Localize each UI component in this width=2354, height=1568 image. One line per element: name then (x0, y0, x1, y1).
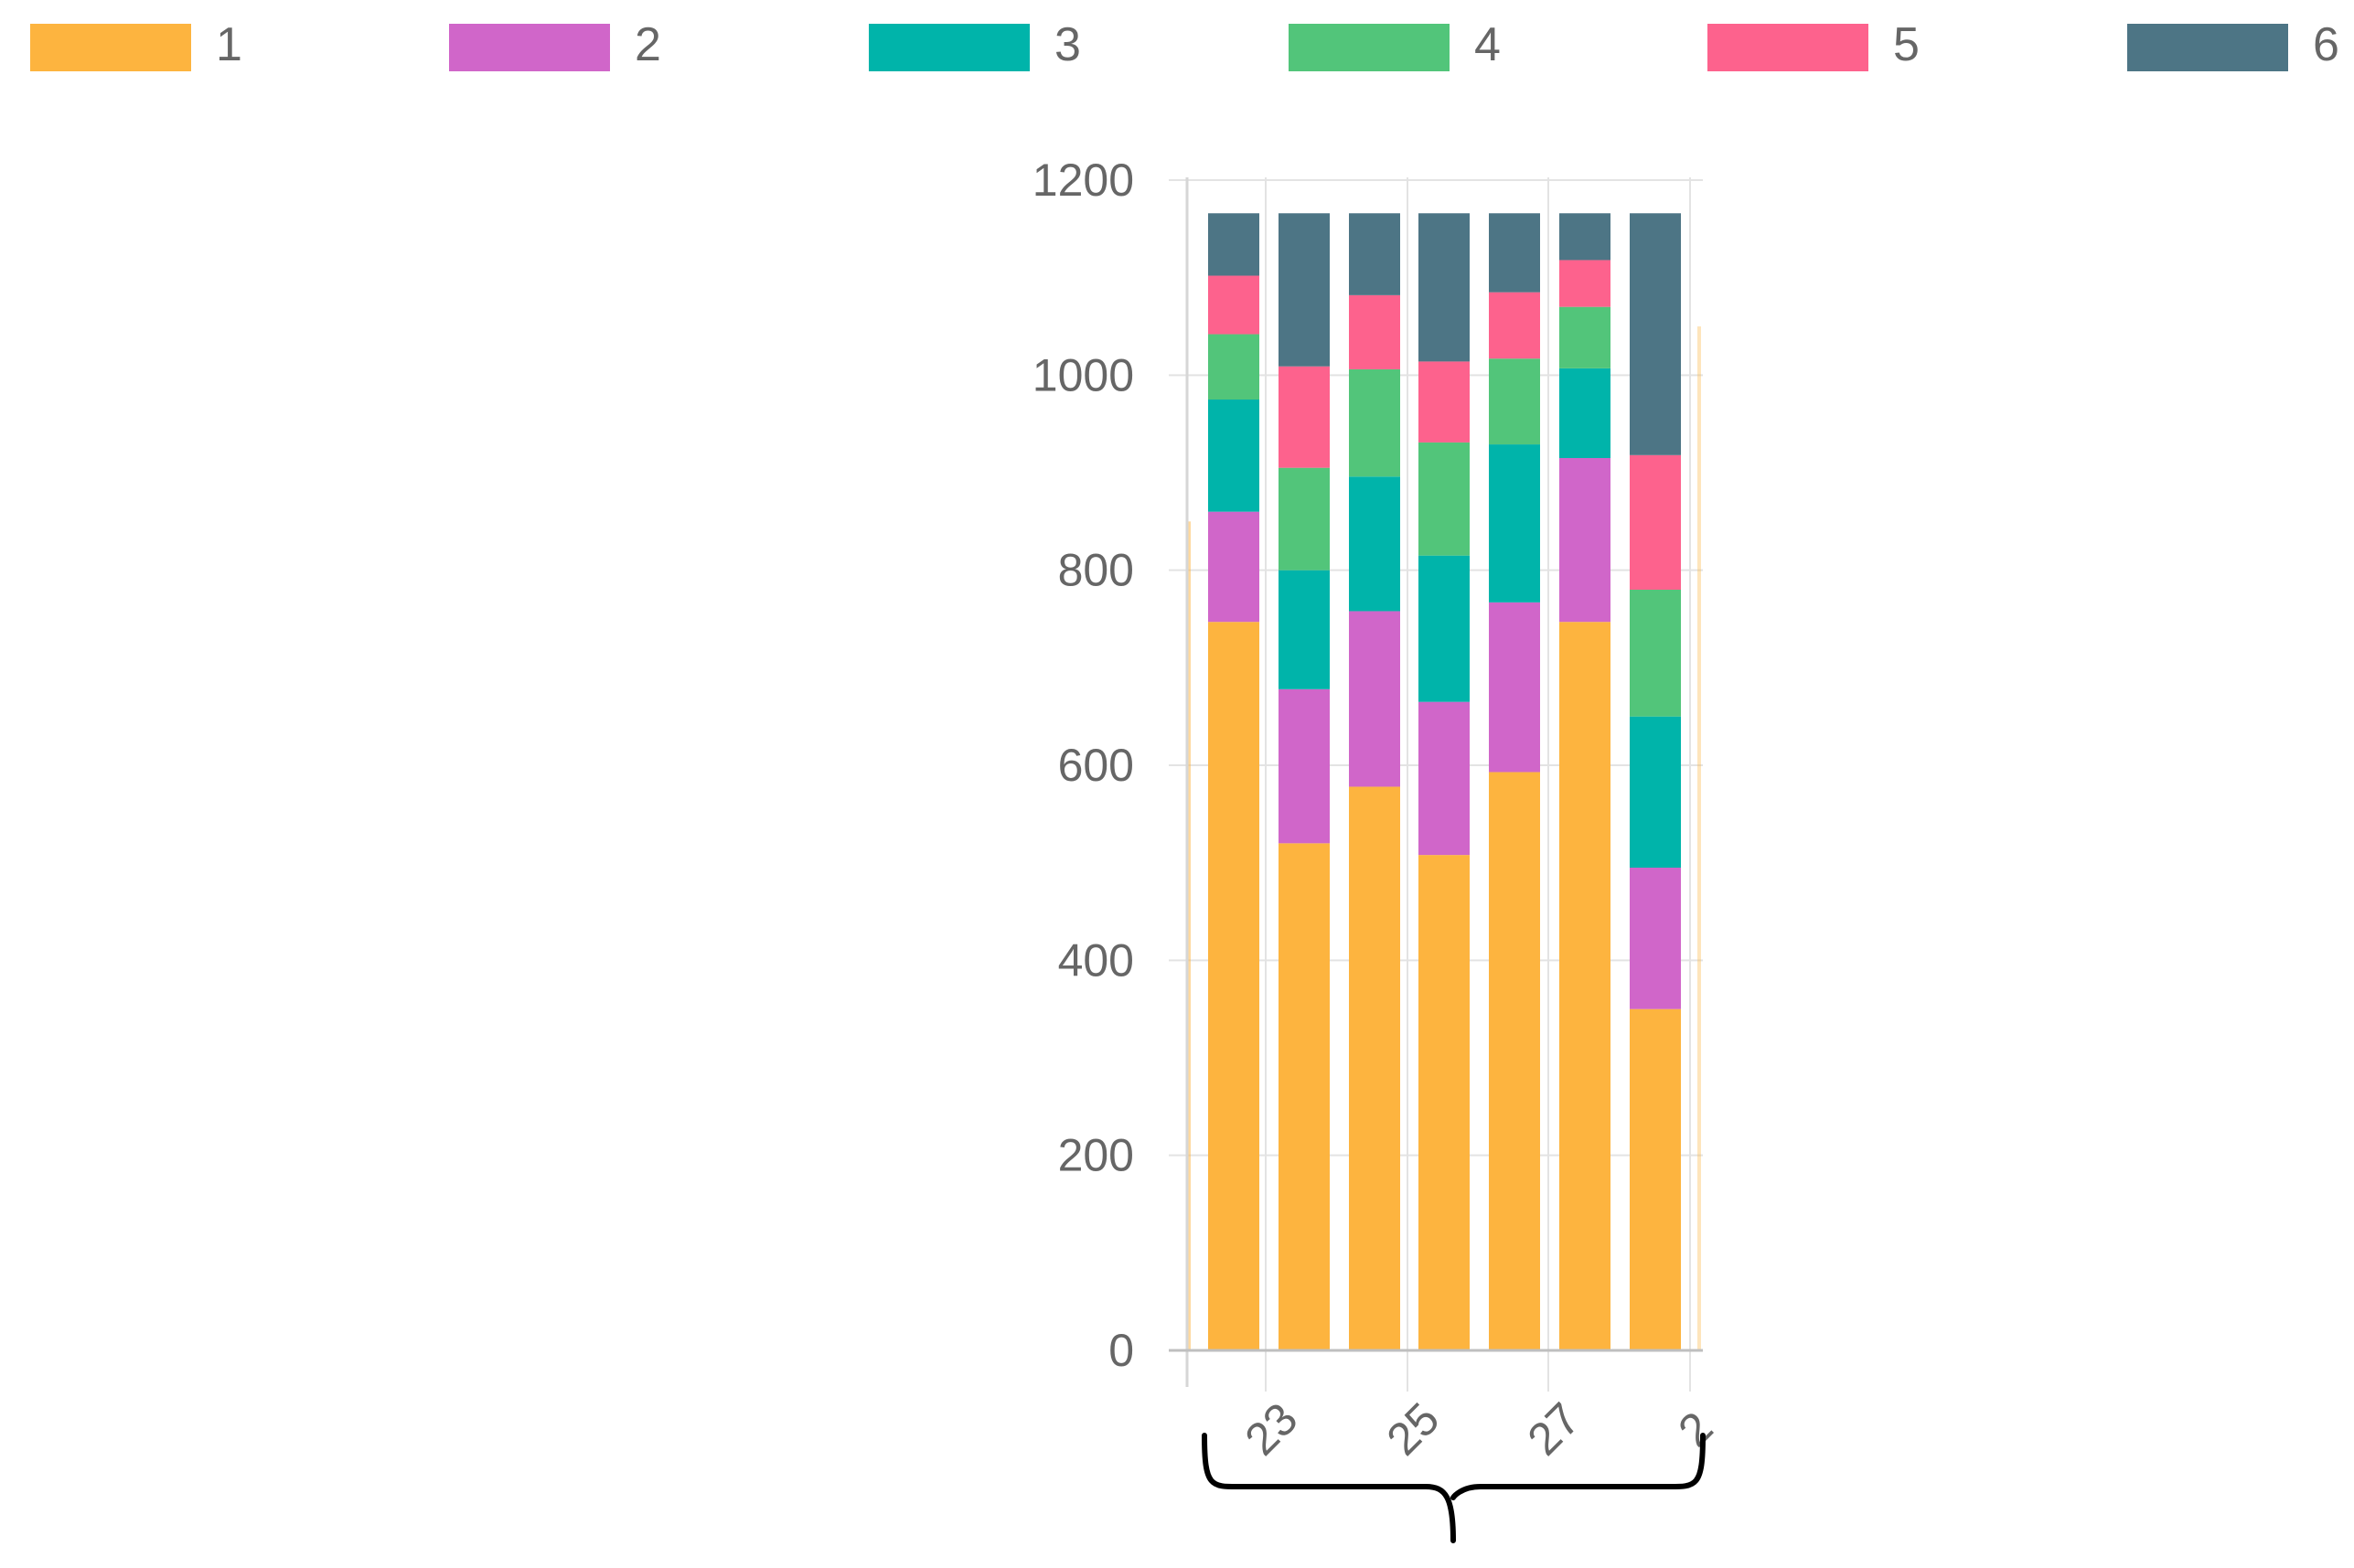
legend-label-3: 3 (1054, 18, 1081, 71)
legend-item-3[interactable]: 3 (869, 18, 1081, 71)
bar-segment-series-1 (1349, 786, 1400, 1350)
bar-segment-series-2 (1559, 458, 1610, 623)
bar-segment-series-1 (1489, 772, 1540, 1350)
bar-segment-series-4 (1630, 590, 1681, 717)
bar-segment-series-1 (1559, 622, 1610, 1350)
bar-segment-series-4 (1559, 306, 1610, 368)
legend-swatch-4 (1289, 24, 1450, 71)
bar-segment-series-2 (1279, 688, 1330, 844)
legend-swatch-2 (449, 24, 610, 71)
legend-swatch-1 (30, 24, 191, 71)
bar-segment-series-4 (1208, 334, 1259, 400)
x-tick-labels: 23 25 27 2 (1236, 1393, 1723, 1466)
bar-segment-series-1 (1418, 855, 1470, 1350)
bar-segment-series-3 (1349, 476, 1400, 612)
bracket-annotation (1202, 1433, 1706, 1543)
bar-segment-series-3 (1208, 400, 1259, 512)
bar-segment-series-2 (1489, 602, 1540, 773)
bar-segment-series-6 (1279, 213, 1330, 367)
bar-segment-series-1 (1630, 1008, 1681, 1350)
bar-segment-series-6 (1489, 213, 1540, 293)
bar-segment-series-6 (1559, 213, 1610, 261)
bar-stack (1418, 213, 1470, 1350)
legend-item-5[interactable]: 5 (1707, 18, 1920, 71)
bar-segment-series-2 (1630, 868, 1681, 1009)
bar-segment-series-2 (1418, 701, 1470, 856)
bar-segment-series-3 (1418, 555, 1470, 702)
bar-stack (1208, 213, 1259, 1350)
bar-segment-series-5 (1559, 260, 1610, 307)
bar-segment-series-4 (1489, 358, 1540, 445)
bar-segment-series-6 (1630, 213, 1681, 455)
legend-label-4: 4 (1474, 18, 1501, 71)
legend-label-5: 5 (1893, 18, 1920, 71)
legend-item-6[interactable]: 6 (2127, 18, 2339, 71)
y-tick-label: 200 (1058, 1130, 1134, 1181)
bar-segment-series-5 (1208, 275, 1259, 335)
bar-segment-series-5 (1630, 454, 1681, 590)
x-tick-label: 2 (1668, 1402, 1722, 1456)
legend-swatch-3 (869, 24, 1030, 71)
legend: 1 2 3 4 5 6 (30, 18, 2339, 71)
y-tick-label: 800 (1058, 545, 1134, 596)
bar-segment-series-1 (1279, 843, 1330, 1350)
legend-label-2: 2 (635, 18, 661, 71)
bar-segment-series-1 (1208, 622, 1259, 1350)
bar-segment-series-2 (1208, 511, 1259, 623)
axes (1169, 177, 1703, 1387)
legend-label-6: 6 (2313, 18, 2339, 71)
bar-segment-series-3 (1630, 716, 1681, 868)
bar-segment-series-2 (1349, 611, 1400, 787)
legend-item-1[interactable]: 1 (30, 18, 242, 71)
y-tick-label: 1200 (1033, 155, 1134, 206)
bar-segment-series-5 (1489, 292, 1540, 359)
x-tick-label: 25 (1377, 1393, 1450, 1466)
y-tick-label: 0 (1108, 1325, 1134, 1376)
bar-segment-series-3 (1559, 368, 1610, 458)
legend-swatch-6 (2127, 24, 2288, 71)
bar-stack (1489, 213, 1540, 1350)
y-tick-label: 600 (1058, 740, 1134, 791)
x-tick-label: 27 (1518, 1393, 1590, 1466)
y-tick-labels: 0 200 400 600 800 1000 1200 (1033, 155, 1134, 1376)
bar-segment-series-6 (1208, 213, 1259, 276)
bar-segment-series-6 (1349, 213, 1400, 295)
bar-segment-series-5 (1279, 366, 1330, 468)
legend-label-1: 1 (216, 18, 242, 71)
x-tick-label: 23 (1236, 1393, 1308, 1466)
legend-item-4[interactable]: 4 (1289, 18, 1501, 71)
bar-segment-series-3 (1279, 570, 1330, 689)
bar-stack (1630, 213, 1681, 1350)
bar-stack (1349, 213, 1400, 1350)
bar-segment-series-4 (1279, 467, 1330, 571)
bar-edge-left (1187, 521, 1191, 1350)
legend-item-2[interactable]: 2 (449, 18, 661, 71)
bar-edge-right (1697, 326, 1701, 1350)
bar-stack (1559, 213, 1610, 1350)
bar-segment-series-5 (1418, 361, 1470, 443)
bar-stack (1279, 213, 1330, 1350)
bar-segment-series-6 (1418, 213, 1470, 362)
y-tick-label: 1000 (1033, 349, 1134, 400)
y-tick-label: 400 (1058, 934, 1134, 986)
bar-segment-series-4 (1418, 442, 1470, 556)
legend-swatch-5 (1707, 24, 1868, 71)
bar-segment-series-3 (1489, 444, 1540, 603)
bar-segment-series-5 (1349, 294, 1400, 369)
bars (1187, 213, 1701, 1350)
bar-segment-series-4 (1349, 368, 1400, 477)
